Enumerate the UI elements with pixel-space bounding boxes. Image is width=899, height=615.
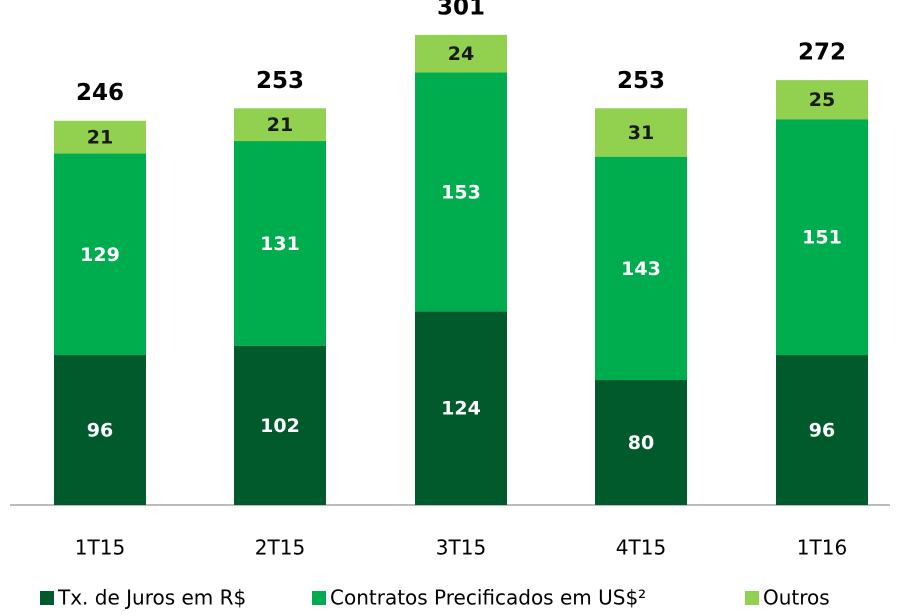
bar-segment	[234, 141, 326, 346]
value-label: 129	[80, 244, 120, 266]
value-label: 96	[809, 420, 835, 442]
value-label: 124	[441, 398, 481, 420]
bar-segment	[54, 153, 146, 356]
bar-segment	[234, 108, 326, 142]
legend-label: Tx. de Juros em R$	[57, 586, 246, 610]
x-tick-label: 2T15	[255, 536, 305, 560]
x-tick-label: 1T16	[797, 536, 847, 560]
total-label: 272	[798, 40, 846, 66]
value-label: 24	[448, 43, 474, 65]
value-label: 151	[802, 227, 842, 249]
legend-swatch	[40, 591, 54, 605]
bar-segment	[54, 120, 146, 154]
value-label: 96	[87, 420, 113, 442]
bar-segment	[776, 355, 868, 505]
bar-segment	[415, 34, 507, 73]
bar-segment	[595, 156, 687, 381]
bar-segment	[234, 345, 326, 505]
bar-segment	[776, 80, 868, 120]
value-label: 102	[260, 415, 300, 437]
legend-swatch	[745, 591, 759, 605]
value-label: 153	[441, 181, 481, 203]
total-label: 246	[76, 80, 124, 106]
total-label: 253	[256, 68, 304, 94]
value-label: 143	[621, 258, 661, 280]
value-label: 21	[267, 114, 293, 136]
value-label: 21	[87, 127, 113, 149]
bar-segment	[415, 311, 507, 505]
bar-segment	[776, 119, 868, 356]
value-label: 131	[260, 233, 300, 255]
bar-segment	[415, 72, 507, 312]
bar-segment	[54, 355, 146, 505]
value-label: 80	[628, 432, 654, 454]
bar-segment	[595, 108, 687, 157]
legend-swatch	[312, 591, 326, 605]
x-tick-label: 3T15	[436, 536, 486, 560]
total-label: 301	[437, 0, 485, 20]
bar-segment	[595, 380, 687, 505]
legend-label: Contratos Precificados em US$²	[330, 586, 646, 610]
value-label: 31	[628, 122, 654, 144]
x-tick-label: 4T15	[616, 536, 666, 560]
legend-label: Outros	[763, 586, 830, 610]
total-label: 253	[617, 68, 665, 94]
value-label: 25	[809, 89, 835, 111]
x-tick-label: 1T15	[75, 536, 125, 560]
